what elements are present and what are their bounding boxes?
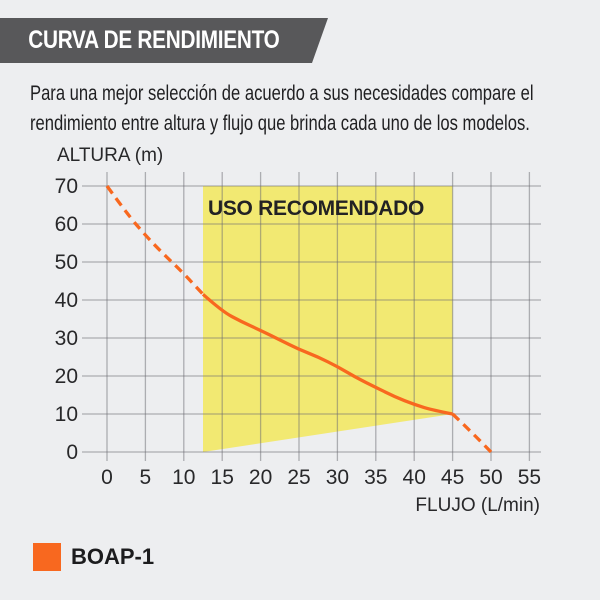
legend-label: BOAP-1 bbox=[71, 544, 155, 569]
zone-label: USO RECOMENDADO bbox=[208, 197, 424, 220]
y-tick-label: 0 bbox=[66, 441, 78, 464]
x-tick-label: 55 bbox=[518, 466, 541, 489]
description: Para una mejor selección de acuerdo a su… bbox=[30, 79, 599, 139]
x-tick-label: 5 bbox=[140, 466, 152, 489]
y-tick-label: 50 bbox=[55, 251, 78, 274]
y-tick-label: 40 bbox=[55, 289, 78, 312]
x-axis-title: FLUJO (L/min) bbox=[415, 495, 540, 516]
section-banner: CURVA DE RENDIMIENTO bbox=[0, 18, 328, 63]
x-tick-label: 20 bbox=[249, 466, 272, 489]
description-line-1: Para una mejor selección de acuerdo a su… bbox=[30, 82, 534, 105]
recommended-zone bbox=[203, 186, 453, 452]
section-title: CURVA DE RENDIMIENTO bbox=[28, 26, 280, 54]
description-line-2: rendimiento entre altura y flujo que bri… bbox=[30, 112, 530, 135]
y-tick-label: 10 bbox=[55, 403, 78, 426]
y-tick-label: 30 bbox=[55, 327, 78, 350]
x-tick-label: 50 bbox=[479, 466, 502, 489]
x-tick-label: 25 bbox=[287, 466, 310, 489]
x-tick-label: 35 bbox=[364, 466, 387, 489]
curve-segment-solid-1 bbox=[201, 293, 453, 416]
x-tick-label: 45 bbox=[441, 466, 464, 489]
y-tick-label: 20 bbox=[55, 365, 78, 388]
y-tick-label: 70 bbox=[55, 175, 78, 198]
y-axis-title: ALTURA (m) bbox=[57, 145, 163, 166]
performance-chart: USO RECOMENDADO 0 5 10 15 20 25 30 35 40 45 50 55 0 10… bbox=[55, 145, 541, 516]
x-tick-label: 30 bbox=[326, 466, 349, 489]
y-tick-label: 60 bbox=[55, 213, 78, 236]
x-tick-label: 0 bbox=[101, 466, 113, 489]
x-tick-label: 15 bbox=[211, 466, 234, 489]
legend-swatch bbox=[33, 543, 61, 571]
x-tick-label: 10 bbox=[172, 466, 195, 489]
x-tick-label: 40 bbox=[403, 466, 426, 489]
curve-segment-dashed-0 bbox=[105, 185, 205, 296]
curve-segment-dashed-2 bbox=[451, 412, 493, 454]
legend: BOAP-1 bbox=[33, 543, 154, 571]
